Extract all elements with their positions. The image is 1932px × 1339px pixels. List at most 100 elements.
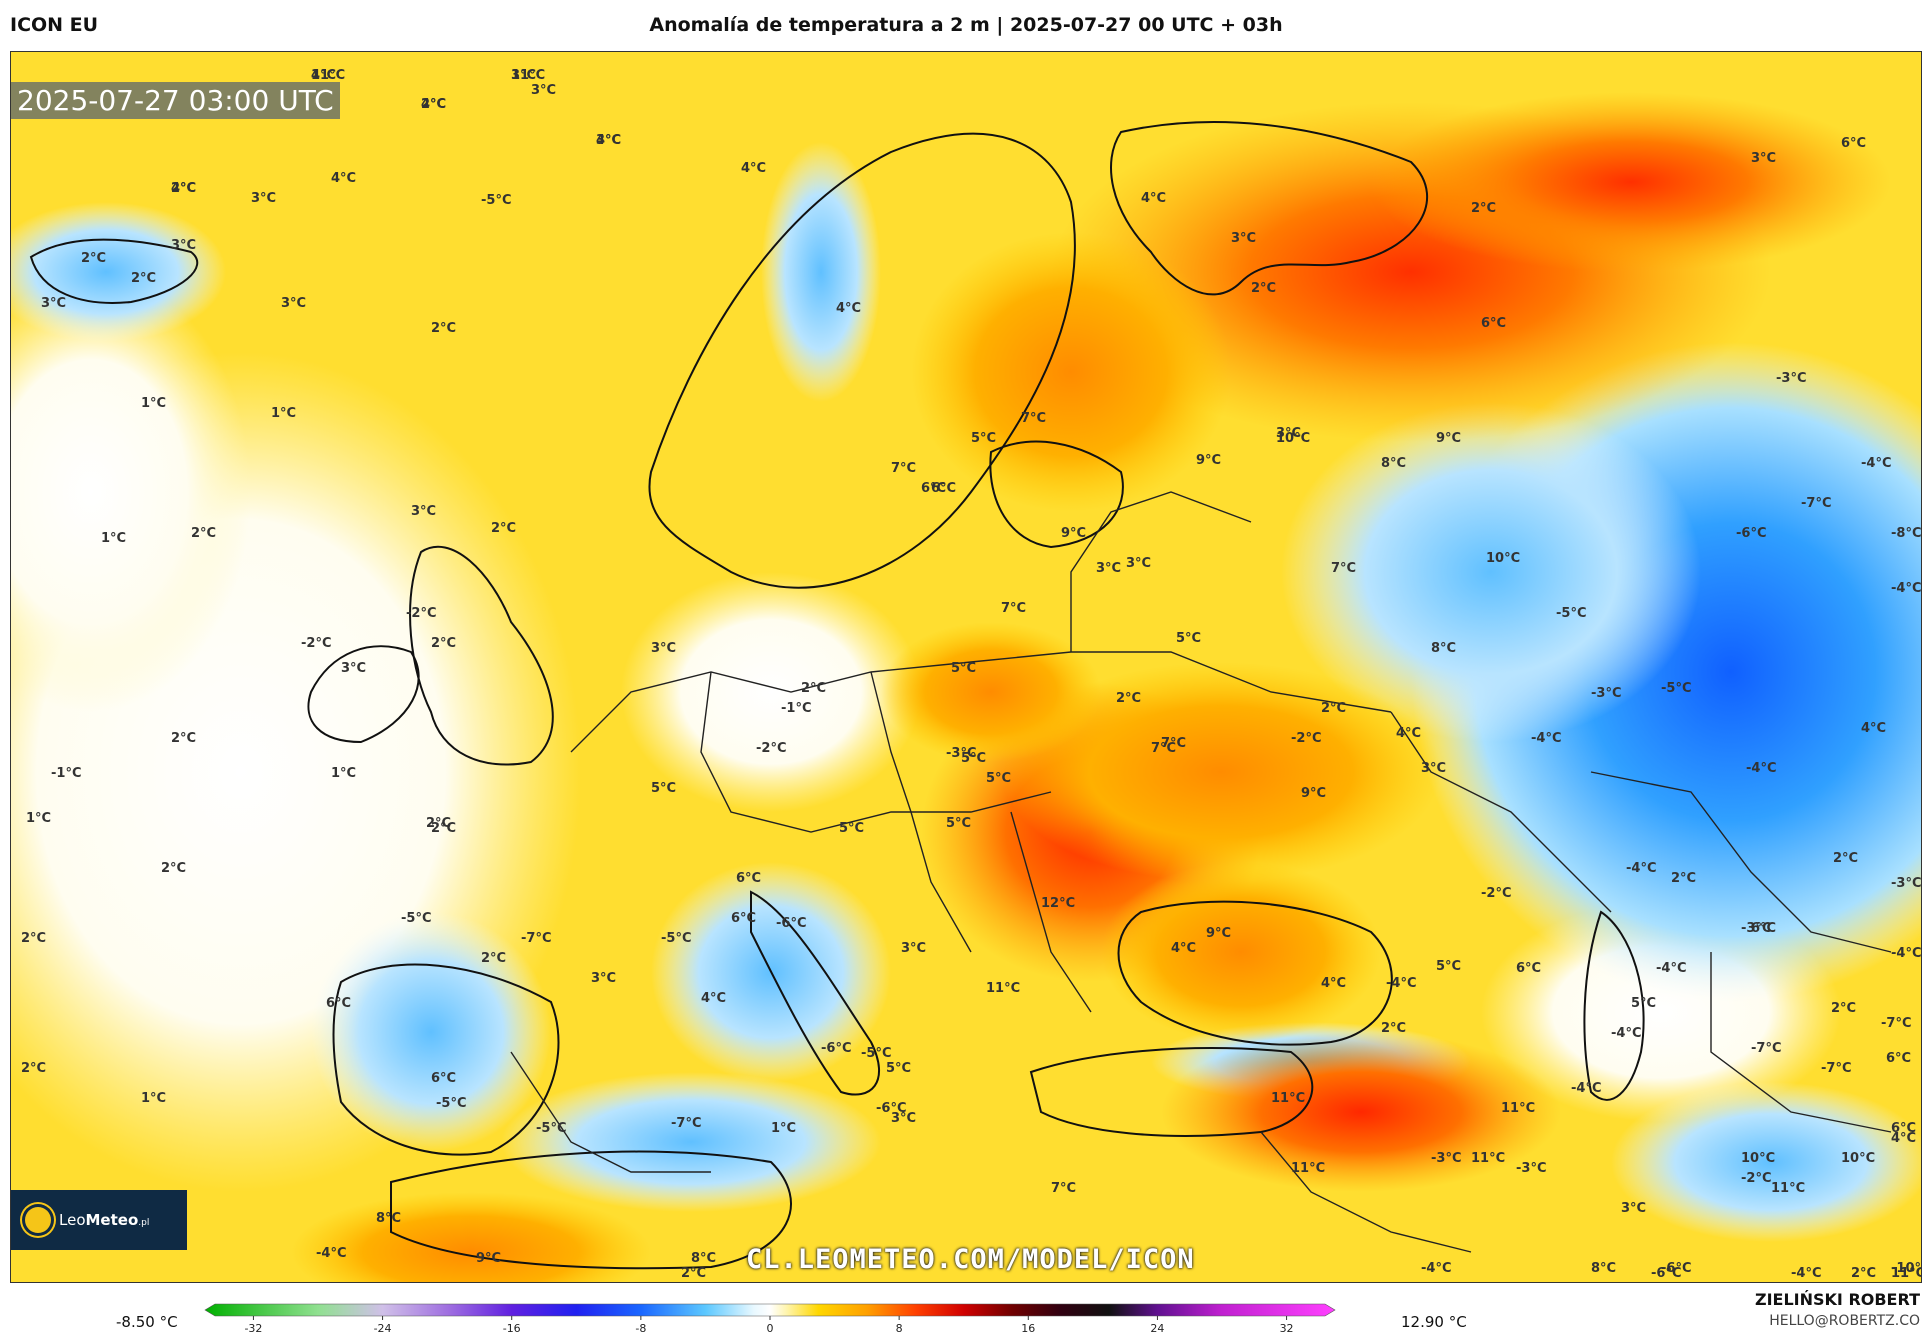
temperature-label-l80: 9°C bbox=[1301, 786, 1326, 801]
temperature-label-l98: 5°C bbox=[951, 661, 976, 676]
temperature-label-l72: 5°C bbox=[946, 816, 971, 831]
temperature-label-l128: -4°C bbox=[1421, 1261, 1451, 1276]
temperature-label-l82: 11°C bbox=[1271, 1091, 1305, 1106]
temperature-label-l172: 3°C bbox=[596, 133, 621, 148]
temperature-label-l142: -7°C bbox=[1821, 1061, 1851, 1076]
temperature-label-l27: -1°C bbox=[781, 701, 811, 716]
north-africa-outline bbox=[390, 1150, 792, 1270]
temperature-label-l121: 11°C bbox=[1291, 1161, 1325, 1176]
temperature-label-l99: 3°C bbox=[1096, 561, 1121, 576]
temperature-label-l107: 6°C bbox=[1481, 316, 1506, 331]
temperature-label-l109: 10°C bbox=[1486, 551, 1520, 566]
temperature-label-l97: 7°C bbox=[1001, 601, 1026, 616]
arctic-russia-warm-anomaly bbox=[1371, 92, 1891, 272]
colorbar-tick-label: 24 bbox=[1150, 1322, 1164, 1335]
temperature-label-l146: 4°C bbox=[1861, 721, 1886, 736]
black-sea-warm-area bbox=[1101, 862, 1381, 1042]
temperature-label-l65: 5°C bbox=[886, 1061, 911, 1076]
temperature-label-l77: 7°C bbox=[1151, 741, 1176, 756]
temperature-label-l147: -4°C bbox=[1531, 731, 1561, 746]
temperature-label-l39: -5°C bbox=[401, 911, 431, 926]
temperature-label-l102: 2°C bbox=[1251, 281, 1276, 296]
temperature-label-l79: 9°C bbox=[1206, 926, 1231, 941]
temperature-label-l45: 6°C bbox=[431, 1071, 456, 1086]
leometeo-logo: LeoMeteo.pl bbox=[11, 1190, 187, 1250]
temperature-label-l122: 11°C bbox=[1501, 1101, 1535, 1116]
temperature-label-l36: -2°C bbox=[756, 741, 786, 756]
watermark-url: CL.LEOMETEO.COM/MODEL/ICON bbox=[746, 1244, 1195, 1275]
temperature-label-l35: 3°C bbox=[901, 941, 926, 956]
temperature-label-l42: -5°C bbox=[661, 931, 691, 946]
temperature-label-l25: 3°C bbox=[651, 641, 676, 656]
temperature-label-l151: -5°C bbox=[1556, 606, 1586, 621]
temperature-label-l143: -4°C bbox=[1746, 761, 1776, 776]
temperature-label-l170: 11°C bbox=[511, 68, 545, 83]
temperature-label-l126: 11°C bbox=[1471, 1151, 1505, 1166]
border-line-5 bbox=[1390, 711, 1612, 913]
turkey-warm-anomaly bbox=[1161, 1032, 1561, 1192]
iberia-outline bbox=[332, 963, 560, 1156]
temperature-label-l149: -8°C bbox=[1891, 526, 1921, 541]
temperature-label-l50: -5°C bbox=[536, 1121, 566, 1136]
algeria-warm-area bbox=[291, 1192, 651, 1282]
borders bbox=[510, 491, 1892, 1253]
border-line-10 bbox=[1260, 1131, 1472, 1253]
border-line-3 bbox=[870, 671, 972, 953]
temperature-label-l30: 2°C bbox=[431, 821, 456, 836]
colorbar-tick-label: 0 bbox=[767, 1322, 774, 1335]
russia-cool-area bbox=[1281, 402, 1701, 742]
temperature-label-l86: 4°C bbox=[836, 301, 861, 316]
valid-time-badge: 2025-07-27 03:00 UTC bbox=[11, 82, 340, 119]
temperature-label-l56: -4°C bbox=[316, 1246, 346, 1261]
temperature-label-l103: 3°C bbox=[1276, 426, 1301, 441]
temperature-label-l84: 3°C bbox=[531, 83, 556, 98]
temperature-label-l11: 2°C bbox=[131, 271, 156, 286]
temperature-label-l58: 8°C bbox=[691, 1251, 716, 1266]
temperature-label-l9: 2°C bbox=[81, 251, 106, 266]
temperature-label-l38: 2°C bbox=[161, 861, 186, 876]
temperature-label-l48: 1°C bbox=[141, 1091, 166, 1106]
temperature-label-l61: 6°C bbox=[731, 911, 756, 926]
temperature-label-l3: 4°C bbox=[421, 97, 446, 112]
temperature-label-l13: 3°C bbox=[281, 296, 306, 311]
temperature-label-l70: 11°C bbox=[986, 981, 1020, 996]
temperature-label-l71: 12°C bbox=[1041, 896, 1075, 911]
temperature-label-l76: 5°C bbox=[961, 751, 986, 766]
temperature-label-l34: 5°C bbox=[651, 781, 676, 796]
temperature-label-l137: -4°C bbox=[1891, 946, 1921, 961]
temperature-label-l14: 2°C bbox=[431, 321, 456, 336]
temperature-label-l33: -1°C bbox=[51, 766, 81, 781]
map-area[interactable]: 4°C 3°C 4°C 4°C 2°C 3°C 4°C -5°C 2°C 3°C 2°C 3°C 3°C… bbox=[10, 51, 1922, 1283]
temperature-label-l67: 5°C bbox=[839, 821, 864, 836]
temperature-label-l123: 6°C bbox=[1891, 1121, 1916, 1136]
atlantic-pale-area-2 bbox=[11, 272, 251, 712]
temperature-label-l117: 2°C bbox=[1671, 871, 1696, 886]
colorbar-tick-label: -8 bbox=[635, 1322, 646, 1335]
border-line-6 bbox=[1010, 811, 1092, 1013]
temperature-label-l31: 2°C bbox=[171, 731, 196, 746]
temperature-label-l161: -4°C bbox=[1656, 961, 1686, 976]
temperature-label-l101: 3°C bbox=[1231, 231, 1256, 246]
temperature-label-l40: 2°C bbox=[481, 951, 506, 966]
temperature-label-l136: 6°C bbox=[1886, 1051, 1911, 1066]
temperature-label-l16: 1°C bbox=[271, 406, 296, 421]
temperature-label-l140: -7°C bbox=[1881, 1016, 1911, 1031]
chart-title: Anomalía de temperatura a 2 m | 2025-07-… bbox=[649, 14, 1283, 36]
temperature-label-l18: 2°C bbox=[191, 526, 216, 541]
temperature-label-l74: 5°C bbox=[1176, 631, 1201, 646]
temperature-label-l88: 4°C bbox=[1321, 976, 1346, 991]
temperature-label-l68: -3°C bbox=[946, 746, 976, 761]
temperature-label-l41: -7°C bbox=[521, 931, 551, 946]
coastlines bbox=[29, 121, 1645, 1270]
temperature-label-l24: 3°C bbox=[341, 661, 366, 676]
temperature-label-l150: -6°C bbox=[1736, 526, 1766, 541]
temperature-label-l47: 2°C bbox=[21, 931, 46, 946]
temperature-label-l171: 2°C bbox=[421, 97, 446, 112]
temperature-label-l75: 2°C bbox=[1116, 691, 1141, 706]
temperature-label-l166: -2°C bbox=[1741, 1171, 1771, 1186]
temperature-label-l12: 3°C bbox=[41, 296, 66, 311]
temperature-labels: 4°C 3°C4°C4°C2°C3°C4°C-5°C2°C3°C2°C3°C 3°C… bbox=[21, 68, 1921, 1281]
temperature-label-l96: 9°C bbox=[1061, 526, 1086, 541]
logo-text: LeoMeteo.pl bbox=[59, 1211, 150, 1229]
temperature-label-l69: 5°C bbox=[986, 771, 1011, 786]
